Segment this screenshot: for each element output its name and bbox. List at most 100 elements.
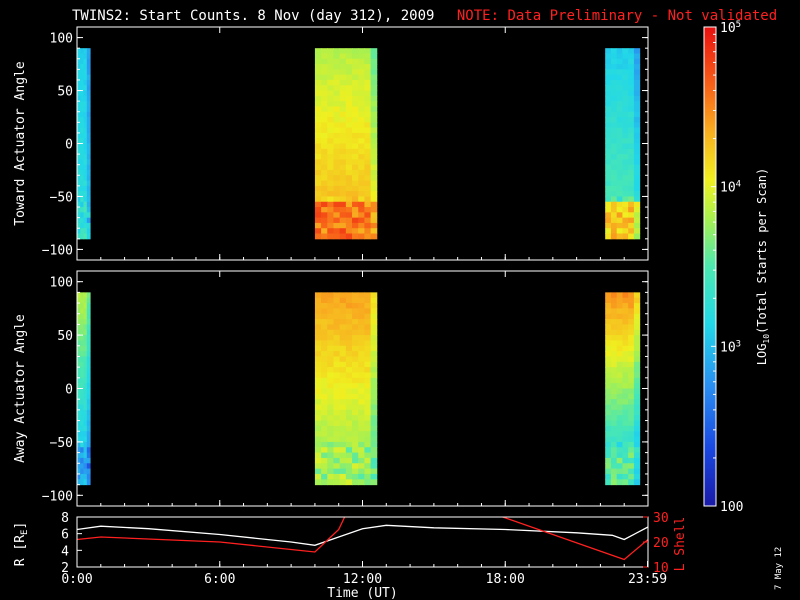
heatmap-cell [616, 425, 623, 432]
heatmap-cell [616, 399, 623, 406]
heatmap-cell [86, 351, 91, 357]
heatmap-cell [622, 393, 629, 400]
heatmap-cell [321, 228, 328, 235]
heatmap-cell [358, 233, 365, 240]
heatmap-cell [333, 111, 341, 118]
heatmap-cell [339, 117, 347, 123]
heatmap-cell [610, 463, 618, 470]
heatmap-cell [339, 399, 347, 406]
heatmap-cell [333, 415, 341, 422]
heatmap-cell [339, 201, 347, 208]
heatmap-cell [352, 58, 359, 65]
heatmap-cell [616, 95, 623, 102]
heatmap-cell [333, 180, 341, 187]
heatmap-cell [352, 345, 359, 352]
heatmap-cell [327, 148, 334, 155]
heatmap-cell [616, 340, 623, 347]
heatmap-cell [364, 191, 372, 197]
heatmap-cell [314, 185, 322, 192]
heatmap-cell [77, 196, 81, 203]
heatmap-cell [364, 117, 372, 123]
heatmap-cell [370, 415, 378, 422]
heatmap-cell [352, 308, 359, 315]
heatmap-cell [80, 138, 85, 144]
heatmap-cell [327, 122, 334, 129]
heatmap-cell [333, 431, 341, 438]
heatmap-cell [622, 53, 629, 60]
heatmap-cell [633, 201, 641, 208]
heatmap-cell [86, 399, 91, 406]
heatmap-cell [628, 340, 635, 347]
heatmap-cell [610, 303, 618, 309]
heatmap-cell [339, 303, 347, 309]
heatmap-cell [333, 106, 341, 113]
heatmap-cell [327, 228, 334, 235]
heatmap-cell [622, 340, 629, 347]
heatmap-cell [616, 228, 623, 235]
heatmap-cell [610, 361, 618, 368]
heatmap-cell [339, 132, 347, 139]
heatmap-cell [622, 415, 629, 422]
heatmap-cell [83, 143, 88, 150]
heatmap-cell [622, 222, 629, 229]
heatmap-cell [358, 64, 365, 70]
heatmap-cell [327, 185, 334, 192]
heatmap-cell [352, 351, 359, 357]
heatmap-cell [622, 303, 629, 309]
heatmap-cell [321, 351, 328, 357]
heatmap-cell [314, 85, 322, 92]
heatmap-cell [352, 164, 359, 171]
heatmap-cell [339, 420, 347, 427]
heatmap-cell [364, 111, 372, 118]
heatmap-cell [77, 74, 81, 81]
heatmap-cell [616, 388, 623, 395]
heatmap-cell [321, 90, 328, 97]
heatmap-cell [358, 441, 365, 448]
heatmap-cell [352, 473, 359, 480]
heatmap-cell [321, 303, 328, 309]
heatmap-cell [610, 388, 618, 395]
heatmap-cell [86, 79, 91, 86]
heatmap-cell [321, 138, 328, 144]
heatmap-cell [358, 415, 365, 422]
heatmap-cell [345, 479, 353, 486]
heatmap-cell [345, 95, 353, 102]
heatmap-cell [321, 329, 328, 336]
heatmap-cell [610, 457, 618, 464]
heatmap-cell [333, 217, 341, 224]
heatmap-cell [314, 69, 322, 76]
heatmap-cell [610, 180, 618, 187]
heatmap-cell [314, 308, 322, 315]
heatmap-cell [321, 127, 328, 134]
heatmap-cell [314, 292, 322, 299]
heatmap-cell [86, 436, 91, 443]
heatmap-cell [622, 207, 629, 213]
heatmap-cell [370, 303, 378, 309]
heatmap-cell [622, 372, 629, 379]
heatmap-cell [333, 393, 341, 400]
heatmap-cell [628, 64, 635, 70]
heatmap-cell [321, 479, 328, 486]
heatmap-cell [352, 228, 359, 235]
heatmap-cell [83, 463, 88, 470]
y-tick-label: −100 [42, 489, 73, 504]
heatmap-cell [622, 319, 629, 325]
heatmap-cell [86, 143, 91, 150]
heatmap-cell [77, 399, 81, 406]
heatmap-cell [352, 303, 359, 309]
heatmap-cell [339, 441, 347, 448]
heatmap-cell [370, 473, 378, 480]
heatmap-cell [370, 196, 378, 203]
heatmap-cell [628, 404, 635, 411]
heatmap-cell [610, 425, 618, 432]
heatmap-cell [80, 207, 85, 213]
heatmap-cell [80, 436, 85, 443]
heatmap-cell [80, 463, 85, 470]
heatmap-cell [83, 351, 88, 357]
heatmap-cell [616, 233, 623, 240]
heatmap-cell [628, 95, 635, 102]
heatmap-cell [605, 340, 612, 347]
heatmap-cell [605, 463, 612, 470]
heatmap-cell [364, 169, 372, 176]
heatmap-cell [370, 479, 378, 486]
